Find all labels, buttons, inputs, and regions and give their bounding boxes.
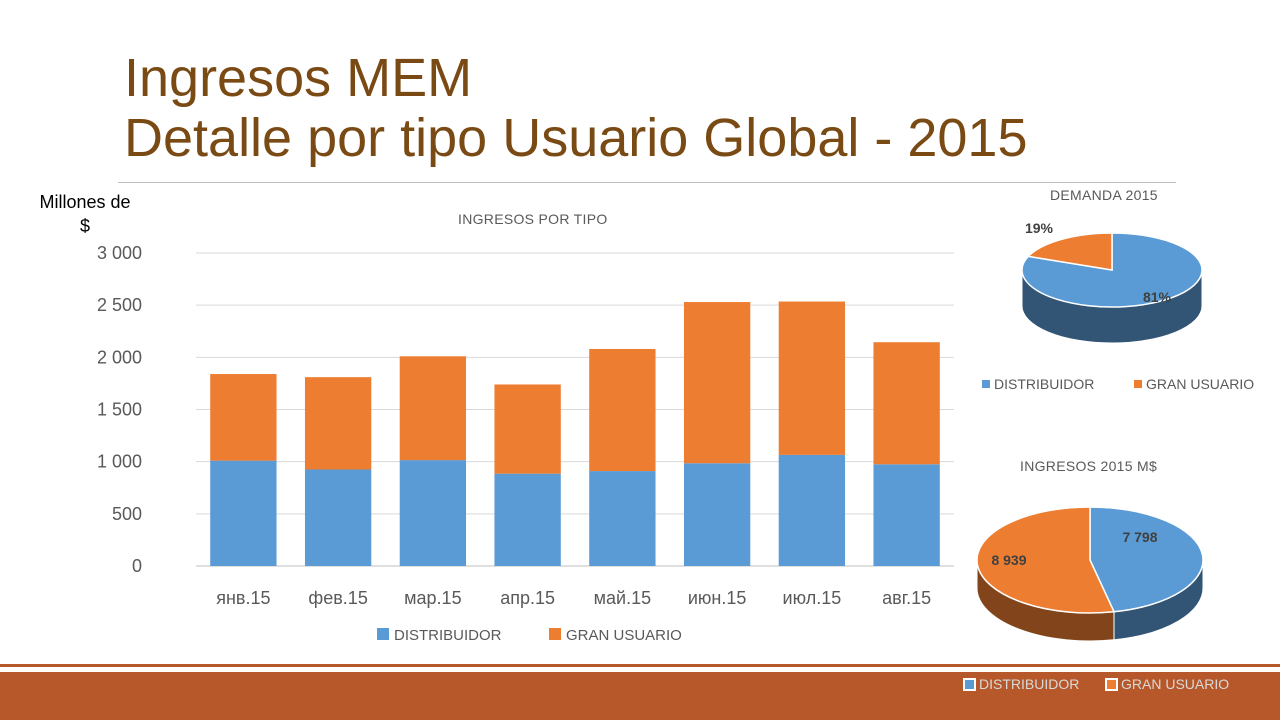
bar-gran-usuario-1: [304, 377, 372, 470]
slide-title-line2: Detalle por tipo Usuario Global - 2015: [124, 108, 1028, 168]
x-tick-label: янв.15: [216, 588, 270, 608]
bar-distribuidor-7: [873, 464, 940, 566]
demand-data-label-0: 81%: [1143, 289, 1172, 305]
footer-swatch-distribuidor: [963, 677, 976, 691]
demand-slice-1: [1026, 232, 1113, 271]
units-label: Millones de $: [26, 190, 144, 238]
title-divider: [118, 182, 1176, 183]
bar-distribuidor-0: [210, 460, 277, 566]
slide-title-line1: Ingresos MEM: [124, 48, 473, 108]
bar-distribuidor-6: [778, 454, 846, 566]
y-tick-label: 3 000: [97, 243, 142, 263]
footer-legend-gran-usuario-label: GRAN USUARIO: [1121, 676, 1230, 692]
x-tick-label: июн.15: [688, 588, 747, 608]
x-tick-label: июл.15: [783, 588, 842, 608]
bar-gran-usuario-6: [778, 301, 846, 455]
demand-data-label-1: 19%: [1025, 220, 1054, 236]
demand-legend-label-0: DISTRIBUIDOR: [994, 376, 1094, 392]
y-tick-label: 0: [132, 556, 142, 576]
revenue-pie-chart: 7 798 8 939: [976, 506, 1204, 642]
x-tick-label: апр.15: [500, 588, 555, 608]
demand-legend-label-1: GRAN USUARIO: [1146, 376, 1254, 392]
y-tick-label: 1 500: [97, 400, 142, 420]
bar-chart-title: INGRESOS POR TIPO: [458, 211, 608, 227]
footer-legend-gran-usuario: GRAN USUARIO: [1105, 676, 1229, 692]
x-tick-label: фев.15: [308, 588, 367, 608]
bar-gran-usuario-5: [683, 302, 751, 464]
demand-legend-swatch-1: [1134, 380, 1142, 388]
x-tick-label: мар.15: [404, 588, 461, 608]
demand-pie-chart: 81% 19% DISTRIBUIDOR GRAN USUARIO: [982, 220, 1254, 392]
bar-distribuidor-5: [683, 463, 751, 566]
demand-legend-swatch-0: [982, 380, 990, 388]
legend-label: DISTRIBUIDOR: [394, 627, 502, 644]
y-tick-label: 1 000: [97, 452, 142, 472]
bar-gran-usuario-2: [399, 356, 467, 461]
legend-label: GRAN USUARIO: [566, 627, 682, 644]
revenue-slice-1: [976, 506, 1116, 614]
y-tick-label: 2 500: [97, 295, 142, 315]
units-label-line2: $: [79, 216, 90, 236]
bar-gran-usuario-0: [210, 374, 277, 461]
footer-swatch-gran-usuario: [1105, 677, 1118, 691]
y-tick-label: 2 000: [97, 347, 142, 367]
bar-gran-usuario-4: [589, 348, 656, 472]
footer-band: [0, 672, 1280, 720]
footer-rule: [0, 664, 1280, 667]
bar-distribuidor-4: [589, 471, 656, 566]
bar-distribuidor-2: [399, 460, 467, 566]
bar-distribuidor-3: [494, 473, 561, 566]
footer-legend-distribuidor: DISTRIBUIDOR: [963, 676, 1079, 692]
bar-distribuidor-1: [304, 469, 372, 566]
legend-swatch-1: [549, 628, 561, 640]
bar-gran-usuario-7: [873, 342, 940, 465]
units-label-line1: Millones de: [39, 192, 131, 212]
bar-chart: 0 500 1 000 1 500 2 000 2 500 3 000 янв.15 фев.1…: [97, 243, 954, 644]
revenue-pie-title: INGRESOS 2015 M$: [1020, 458, 1158, 474]
demand-pie-title: DEMANDA 2015: [1050, 187, 1158, 203]
revenue-data-label-1: 8 939: [991, 552, 1026, 568]
revenue-slice-0: [1089, 506, 1204, 613]
revenue-data-label-0: 7 798: [1122, 529, 1157, 545]
footer-legend-distribuidor-label: DISTRIBUIDOR: [979, 676, 1080, 692]
x-tick-label: май.15: [594, 588, 651, 608]
legend-swatch-0: [377, 628, 389, 640]
bar-gran-usuario-3: [494, 384, 561, 474]
x-tick-label: авг.15: [882, 588, 931, 608]
y-tick-label: 500: [112, 504, 142, 524]
slide-title: Ingresos MEM Detalle por tipo Usuario Gl…: [124, 48, 1028, 168]
